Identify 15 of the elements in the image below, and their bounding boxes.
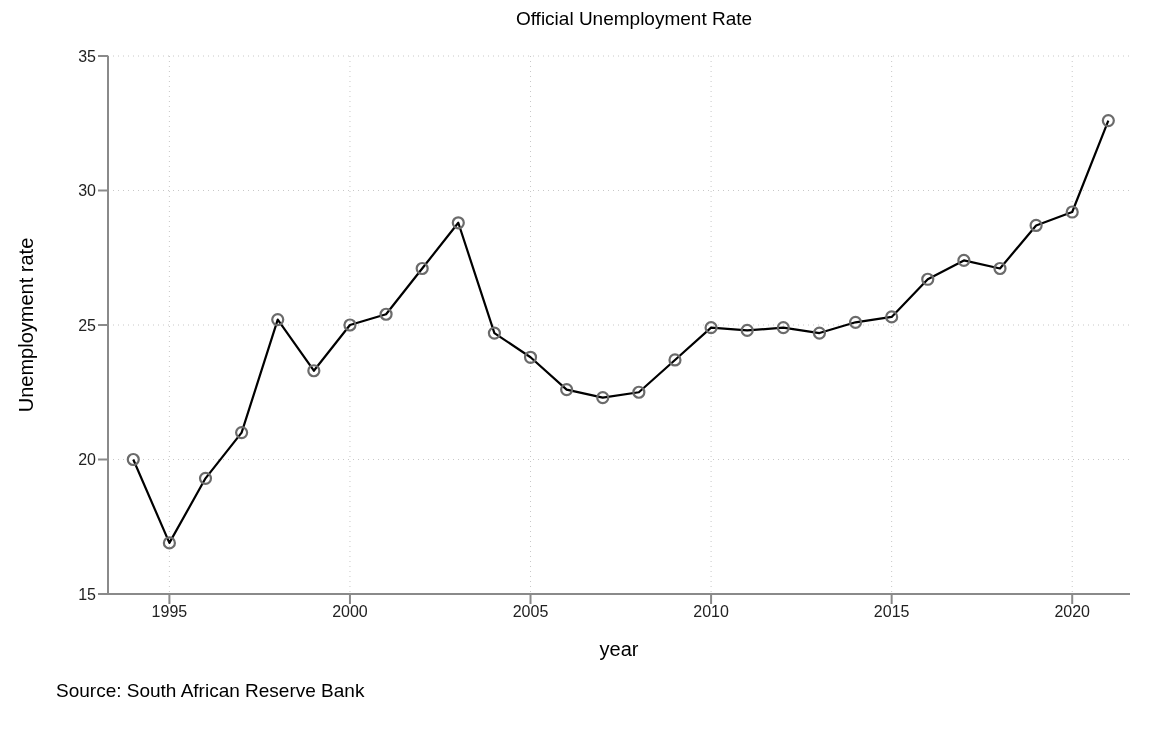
y-tick-label: 20 [78, 451, 97, 469]
y-tick-label: 35 [78, 47, 97, 65]
x-tick-label: 2020 [1054, 603, 1091, 621]
y-axis-title: Unemployment rate [15, 237, 38, 413]
x-tick-label: 2015 [873, 603, 910, 621]
x-tick-label: 2010 [693, 603, 729, 621]
source-note: Source: South African Reserve Bank [56, 680, 366, 702]
x-tick-label: 1995 [151, 603, 188, 621]
x-tick-label: 2000 [332, 603, 368, 621]
x-axis-title: year [599, 638, 639, 660]
chart-title: Official Unemployment Rate [514, 8, 754, 31]
y-tick-label: 15 [78, 585, 97, 603]
x-tick-label: 2005 [512, 603, 549, 621]
y-tick-label: 30 [78, 182, 97, 200]
y-tick-label: 25 [78, 316, 97, 334]
